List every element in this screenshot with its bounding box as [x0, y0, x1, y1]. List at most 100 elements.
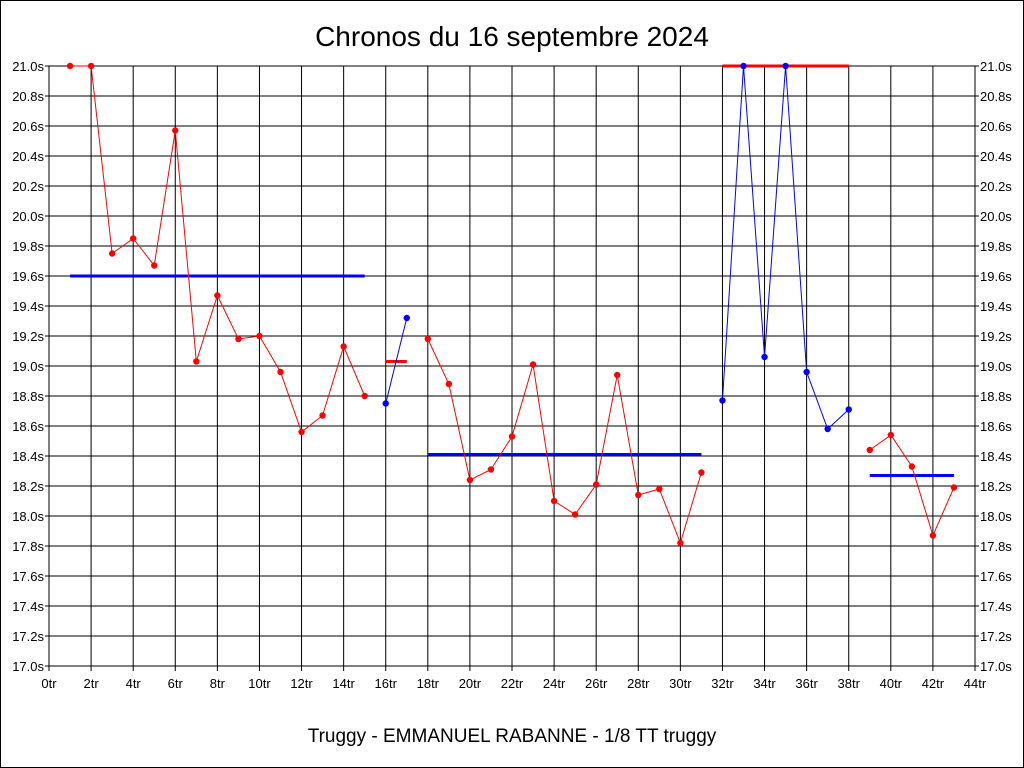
data-point [782, 62, 789, 70]
x-tick-label: 36tr [795, 676, 818, 691]
y-tick-label-left: 19.6s [12, 269, 44, 284]
x-tick-label: 42tr [922, 676, 945, 691]
y-tick-label-right: 20.2s [980, 179, 1012, 194]
x-tick-label: 10tr [248, 676, 271, 691]
data-point [361, 392, 368, 400]
data-point [403, 314, 410, 322]
data-point [382, 400, 389, 407]
data-point [108, 250, 116, 257]
y-tick-label-right: 18.0s [980, 509, 1012, 524]
y-tick-label-right: 20.8s [980, 89, 1012, 104]
data-point [614, 371, 621, 379]
y-tick-label-left: 17.4s [12, 599, 44, 614]
chart-title: Chronos du 16 septembre 2024 [315, 21, 709, 52]
y-tick-label-right: 19.2s [980, 329, 1012, 344]
x-tick-label: 40tr [880, 676, 903, 691]
y-tick-label-left: 19.0s [12, 359, 44, 374]
x-tick-label: 14tr [332, 676, 355, 691]
data-point [235, 335, 242, 343]
x-tick-label: 16tr [375, 676, 398, 691]
chart-subtitle: Truggy - EMMANUEL RABANNE - 1/8 TT trugg… [308, 726, 717, 747]
data-point [908, 463, 916, 470]
x-tick-label: 30tr [669, 676, 692, 691]
y-tick-label-right: 17.8s [980, 539, 1012, 554]
x-tick-label: 12tr [290, 676, 313, 691]
y-tick-label-right: 18.6s [980, 419, 1012, 434]
y-tick-label-left: 19.2s [12, 329, 44, 344]
y-tick-label-right: 19.6s [980, 269, 1012, 284]
x-tick-label: 32tr [711, 676, 734, 691]
y-tick-label-left: 21.0s [12, 59, 44, 74]
y-tick-label-left: 18.0s [12, 509, 44, 524]
data-point [761, 353, 768, 361]
y-tick-label-right: 20.4s [980, 149, 1012, 164]
data-point [635, 491, 642, 499]
y-tick-label-left: 17.8s [12, 539, 44, 554]
y-tick-label-right: 17.0s [980, 659, 1012, 674]
y-tick-label-right: 17.6s [980, 569, 1012, 584]
data-point [445, 380, 453, 388]
x-tick-label: 28tr [627, 676, 650, 691]
data-point [151, 262, 158, 269]
data-point [866, 446, 873, 454]
x-tick-label: 0tr [41, 676, 57, 691]
y-tick-label-left: 18.8s [12, 389, 44, 404]
x-tick-label: 4tr [126, 676, 142, 691]
y-tick-label-left: 19.4s [12, 299, 44, 314]
x-tick-label: 24tr [543, 676, 566, 691]
series-line [427, 338, 702, 545]
series-line [385, 317, 408, 404]
y-tick-label-left: 17.2s [12, 629, 44, 644]
data-point [845, 406, 852, 413]
y-tick-label-right: 20.0s [980, 209, 1012, 224]
data-point [529, 361, 537, 368]
y-tick-label-right: 19.8s [980, 239, 1012, 254]
data-point [803, 368, 810, 376]
grid [45, 65, 979, 671]
data-point [129, 235, 137, 242]
data-point [887, 431, 895, 439]
data-point [319, 412, 326, 419]
data-point [950, 484, 958, 491]
y-tick-label-left: 20.0s [12, 209, 44, 224]
x-tick-label: 34tr [753, 676, 776, 691]
data-point [424, 335, 432, 343]
y-tick-label-left: 19.8s [12, 239, 44, 254]
data-point [571, 511, 579, 518]
y-tick-label-left: 20.2s [12, 179, 44, 194]
y-tick-label-left: 18.2s [12, 479, 44, 494]
x-tick-label: 22tr [501, 676, 524, 691]
data-point [193, 358, 200, 365]
data-point [487, 466, 495, 473]
y-tick-label-right: 17.4s [980, 599, 1012, 614]
y-tick-label-right: 18.8s [980, 389, 1012, 404]
data-point [508, 433, 516, 440]
data-point [698, 469, 705, 476]
x-tick-label: 2tr [84, 676, 100, 691]
data-point [824, 425, 831, 433]
x-tick-label: 6tr [168, 676, 184, 691]
data-point [66, 62, 74, 70]
x-tick-label: 26tr [585, 676, 608, 691]
y-tick-label-right: 21.0s [980, 59, 1012, 74]
y-tick-label-right: 20.6s [980, 119, 1012, 134]
data-point [340, 343, 347, 350]
y-tick-label-left: 18.4s [12, 449, 44, 464]
x-tick-label: 44tr [964, 676, 987, 691]
data-point [277, 368, 284, 376]
y-tick-label-right: 18.4s [980, 449, 1012, 464]
data-point [466, 476, 474, 484]
data-point [592, 481, 600, 488]
x-tick-label: 20tr [459, 676, 482, 691]
x-tick-label: 38tr [838, 676, 861, 691]
y-tick-label-right: 19.0s [980, 359, 1012, 374]
y-tick-label-left: 20.4s [12, 149, 44, 164]
y-tick-label-left: 17.6s [12, 569, 44, 584]
data-point [677, 539, 684, 547]
data-point [256, 332, 263, 340]
y-tick-label-left: 20.8s [12, 89, 44, 104]
series-points [66, 62, 958, 547]
y-tick-label-left: 17.0s [12, 659, 44, 674]
axis-ticks: 17.0s 17.0s 17.2s 17.2s 17.4s 17.4s 17.6s 17.6s… [12, 59, 1012, 691]
